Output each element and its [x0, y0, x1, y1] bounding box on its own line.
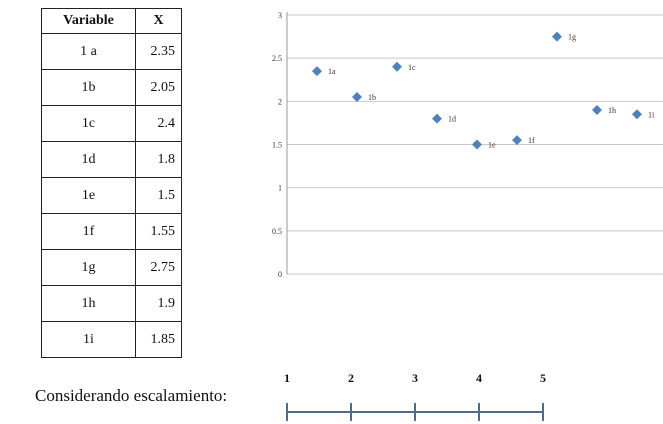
chart-points: [312, 31, 642, 150]
chart-y-tick-label: 2: [278, 97, 282, 106]
header-variable: Variable: [41, 8, 136, 34]
table-row: 1d 1.8: [41, 141, 182, 178]
chart-point: [592, 104, 602, 115]
cell-x: 1.5: [135, 177, 182, 214]
chart-point-label: 1i: [648, 110, 655, 119]
cell-variable: 1c: [41, 105, 136, 142]
table-row: 1 a 2.35: [41, 33, 182, 70]
cell-variable: 1e: [41, 177, 136, 214]
cell-variable: 1i: [41, 321, 136, 358]
scale-caption: Considerando escalamiento:: [35, 386, 228, 405]
cell-variable: 1b: [41, 69, 136, 106]
chart-point-label: 1g: [568, 33, 576, 42]
cell-x: 1.85: [135, 321, 182, 358]
header-x: X: [135, 8, 182, 34]
cell-x: 1.8: [135, 141, 182, 178]
scatter-chart: 0 0.5 1 1.5 2 2.5 3 1a 1b 1c 1d 1e 1f 1g 1h 1i: [272, 11, 663, 279]
cell-variable: 1h: [41, 285, 136, 322]
chart-point: [552, 31, 562, 42]
chart-point: [312, 66, 322, 77]
chart-point-label: 1c: [408, 63, 416, 72]
chart-point: [472, 139, 482, 150]
table-row: 1b 2.05: [41, 69, 182, 106]
scale-tick-label: 3: [412, 371, 418, 385]
chart-point: [392, 61, 402, 72]
table-row: 1g 2.75: [41, 249, 182, 286]
chart-gridlines: [287, 14, 663, 275]
chart-point: [432, 113, 442, 124]
table-row: 1f 1.55: [41, 213, 182, 250]
table-row: 1e 1.5: [41, 177, 182, 214]
chart-point-label: 1f: [528, 136, 535, 145]
chart-point-label: 1e: [488, 141, 496, 150]
cell-x: 1.9: [135, 285, 182, 322]
cell-variable: 1f: [41, 213, 136, 250]
chart-y-tick-label: 0.5: [272, 227, 282, 236]
cell-x: 1.55: [135, 213, 182, 250]
chart-point: [512, 135, 522, 146]
cell-x: 2.75: [135, 249, 182, 286]
table-header-row: Variable X: [41, 8, 182, 34]
table-row: 1h 1.9: [41, 285, 182, 322]
cell-variable: 1 a: [41, 33, 136, 70]
table-row: 1i 1.85: [41, 321, 182, 358]
table-row: 1c 2.4: [41, 105, 182, 142]
cell-variable: 1g: [41, 249, 136, 286]
chart-point-label: 1a: [328, 67, 336, 76]
chart-point-label: 1d: [448, 115, 456, 124]
scale-ticks: 1 2 3 4 5: [284, 371, 546, 421]
escalamiento-scale: 1 2 3 4 5: [284, 371, 546, 421]
chart-point: [352, 92, 362, 103]
chart-y-tick-label: 3: [278, 11, 282, 20]
chart-y-tick-labels: 0 0.5 1 1.5 2 2.5 3: [272, 11, 282, 279]
chart-y-tick-label: 2.5: [272, 54, 282, 63]
chart-point-labels: 1a 1b 1c 1d 1e 1f 1g 1h 1i: [328, 33, 655, 150]
variable-table: Variable X 1 a 2.35 1b 2.05 1c 2.4 1d 1.…: [41, 8, 182, 358]
cell-x: 2.05: [135, 69, 182, 106]
scale-tick-label: 4: [476, 371, 482, 385]
chart-point-label: 1h: [608, 106, 616, 115]
scale-tick-label: 5: [540, 371, 546, 385]
chart-point-label: 1b: [368, 93, 376, 102]
chart-y-tick-label: 0: [278, 270, 282, 279]
scale-tick-label: 1: [284, 371, 290, 385]
cell-x: 2.4: [135, 105, 182, 142]
chart-y-tick-label: 1.5: [272, 141, 282, 150]
chart-y-tick-label: 1: [278, 184, 282, 193]
scale-tick-label: 2: [348, 371, 354, 385]
chart-point: [632, 109, 642, 120]
cell-x: 2.35: [135, 33, 182, 70]
cell-variable: 1d: [41, 141, 136, 178]
